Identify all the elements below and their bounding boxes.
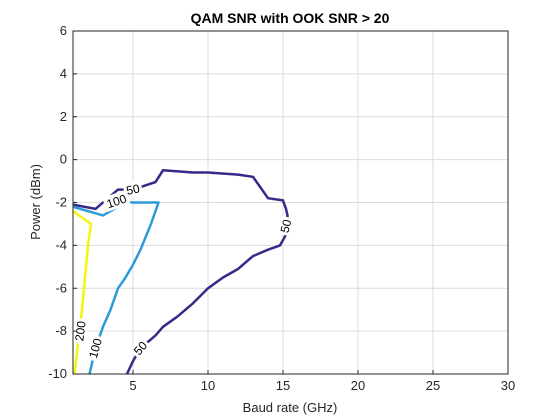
x-axis-label: Baud rate (GHz) [243,400,338,415]
contour-label-bg [122,179,144,199]
y-tick-label: -6 [55,280,67,295]
contour-label-bg [102,189,131,213]
contour-label-100: 100 [86,336,105,359]
x-tick-label: 5 [129,378,136,393]
contour-label-50: 50 [278,218,295,235]
contour-label-200: 200 [72,320,88,342]
x-tick-label: 20 [351,378,365,393]
y-tick-label: -4 [55,237,67,252]
y-axis-label: Power (dBm) [28,164,43,240]
y-tick-label: -8 [55,323,67,338]
y-tick-label: 4 [60,66,67,81]
y-tick-label: -2 [55,195,67,210]
x-tick-label: 25 [426,378,440,393]
y-tick-label: 6 [60,23,67,38]
y-tick-label: -10 [48,366,67,381]
y-tick-label: 0 [60,152,67,167]
x-tick-label: 10 [201,378,215,393]
axis-ticks: 5 10 15 20 25 30 -10 -8 -6 -4 -2 0 2 4 6 [48,23,515,393]
y-tick-label: 2 [60,109,67,124]
contour-label-50: 50 [125,181,141,197]
contour-label-group: 100 [84,334,106,363]
contour-label-bg [276,215,295,237]
contour-label-group: 200 [71,317,89,345]
contour-label-bg [84,334,106,363]
contour-label-group: 50 [276,215,295,237]
contour-label-group: 50 [122,179,144,199]
contour-label-group: 50 [128,336,152,360]
contour-label-100: 100 [105,191,129,211]
x-tick-label: 30 [501,378,515,393]
contour-label-bg [128,336,152,360]
x-tick-label: 15 [276,378,290,393]
chart-title: QAM SNR with OOK SNR > 20 [191,10,390,26]
contour-label-bg [71,317,89,345]
contour-label-group: 100 [102,189,131,213]
